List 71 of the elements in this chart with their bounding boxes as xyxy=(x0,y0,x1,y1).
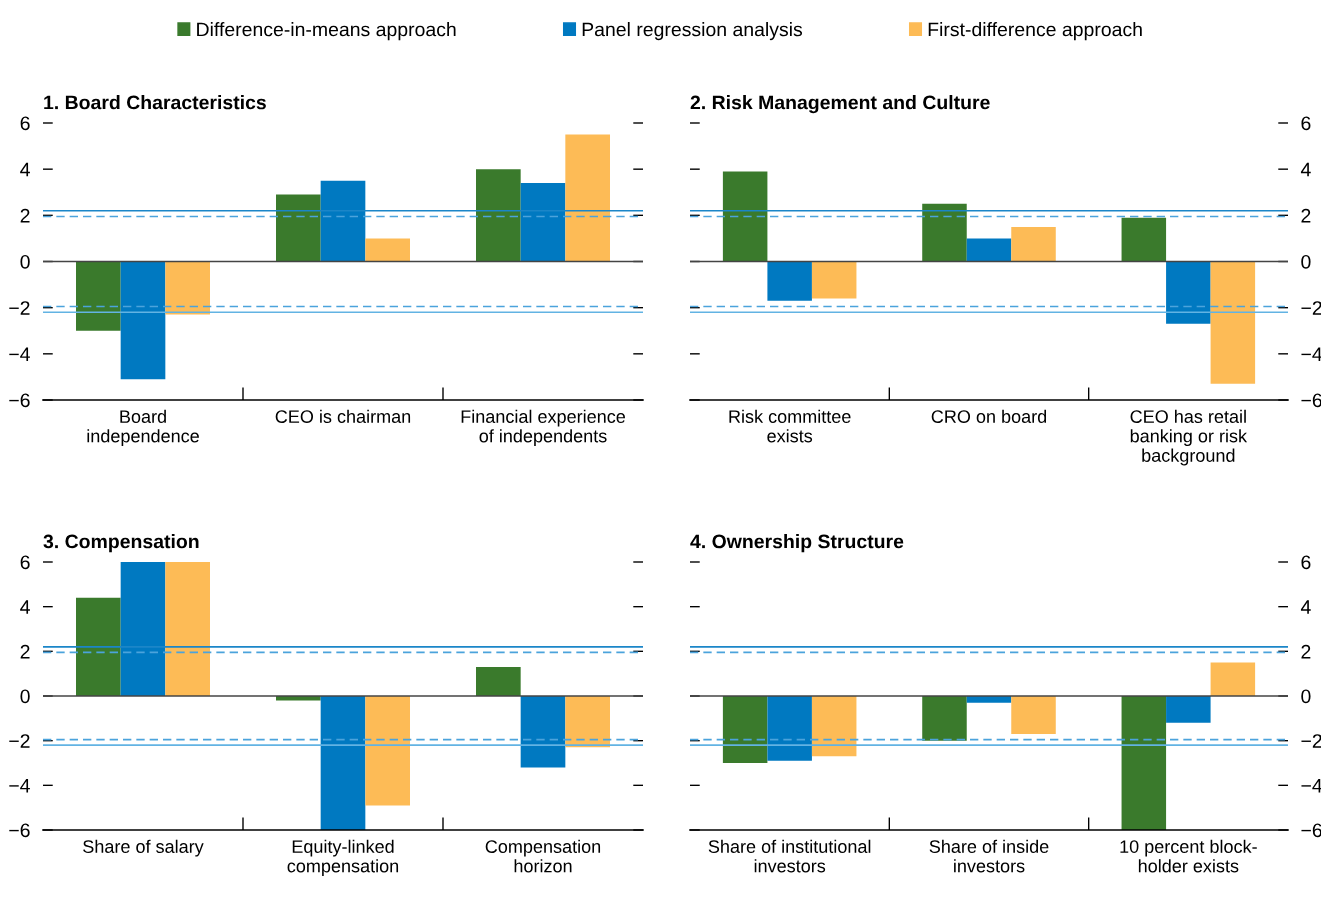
bar xyxy=(476,169,521,262)
bar xyxy=(1011,226,1056,262)
x-tick-label: Equity-linked compensation xyxy=(287,839,399,876)
bar xyxy=(365,696,410,806)
bar xyxy=(365,238,410,262)
bar xyxy=(120,261,166,380)
x-tick-label: Share of inside investors xyxy=(929,839,1049,873)
bar xyxy=(565,134,610,262)
x-tick-label: CEO has retail banking or risk background xyxy=(1130,409,1248,466)
y2-tick-label: 2 xyxy=(1301,644,1311,659)
y-tick-label: −6 xyxy=(9,393,30,408)
y-tick-label: 4 xyxy=(20,162,30,177)
bar xyxy=(320,696,366,830)
bar xyxy=(1121,217,1167,262)
y-tick-label: 2 xyxy=(20,208,30,223)
x-tick-label: Share of institutional investors xyxy=(708,839,871,873)
y-tick-label: 6 xyxy=(20,555,30,570)
bar xyxy=(767,261,812,301)
y-tick-label: −4 xyxy=(9,779,30,793)
bar xyxy=(320,180,366,262)
legend-label: Difference-in-means approach xyxy=(197,22,456,41)
y2-tick-label: 2 xyxy=(1301,208,1311,223)
bar xyxy=(476,666,521,696)
x-tick-label: 10 percent block- holder exists xyxy=(1120,839,1257,873)
y2-tick-label: 0 xyxy=(1301,689,1311,704)
bar xyxy=(966,238,1012,262)
bar xyxy=(1166,261,1211,324)
x-tick-label: CRO on board xyxy=(931,409,1047,423)
y-tick-label: 4 xyxy=(20,600,30,614)
legend-label: First-difference approach xyxy=(928,22,1142,41)
bar xyxy=(1210,261,1256,384)
y2-tick-label: −6 xyxy=(1301,393,1321,408)
y-tick-label: 0 xyxy=(20,689,30,704)
bar xyxy=(520,696,566,768)
y2-tick-label: −2 xyxy=(1301,301,1321,315)
y2-tick-label: 4 xyxy=(1300,600,1311,614)
bar xyxy=(120,562,166,696)
y2-tick-label: 0 xyxy=(1301,254,1311,269)
chart-title: 2. Risk Management and Culture xyxy=(690,95,990,114)
bar xyxy=(76,261,121,331)
x-tick-label: Financial experience of independents xyxy=(461,409,626,446)
bar xyxy=(165,562,210,696)
bar xyxy=(722,171,768,262)
x-tick-label: Share of salary xyxy=(83,839,204,857)
x-tick-label: Board independence xyxy=(87,409,199,446)
y-tick-label: 0 xyxy=(20,254,30,269)
bar xyxy=(520,183,566,262)
y-tick-label: −2 xyxy=(9,734,30,748)
y2-tick-label: −2 xyxy=(1301,734,1321,748)
bar xyxy=(565,696,610,748)
chart-title: 3. Compensation xyxy=(43,534,199,553)
y-tick-label: −6 xyxy=(9,823,30,838)
bar xyxy=(165,261,210,315)
y2-tick-label: 6 xyxy=(1301,555,1311,570)
y-tick-label: −2 xyxy=(9,301,30,315)
y-tick-label: 6 xyxy=(20,116,30,131)
y2-tick-label: 4 xyxy=(1300,162,1311,177)
y-tick-label: 2 xyxy=(20,644,30,659)
bar xyxy=(76,597,121,696)
x-tick-label: CEO is chairman xyxy=(275,409,411,423)
bar xyxy=(922,203,967,262)
bar xyxy=(276,194,321,262)
x-tick-label: Risk committee exists xyxy=(729,409,851,443)
chart-title: 4. Ownership Structure xyxy=(690,534,904,553)
y2-tick-label: −6 xyxy=(1301,823,1321,838)
chart-title: 1. Board Characteristics xyxy=(44,95,266,110)
y-tick-label: −4 xyxy=(9,347,30,361)
bar xyxy=(811,261,857,299)
y2-tick-label: 6 xyxy=(1301,116,1311,131)
legend-label: Panel regression analysis xyxy=(582,22,803,41)
x-tick-label: Compensation horizon xyxy=(485,839,601,873)
